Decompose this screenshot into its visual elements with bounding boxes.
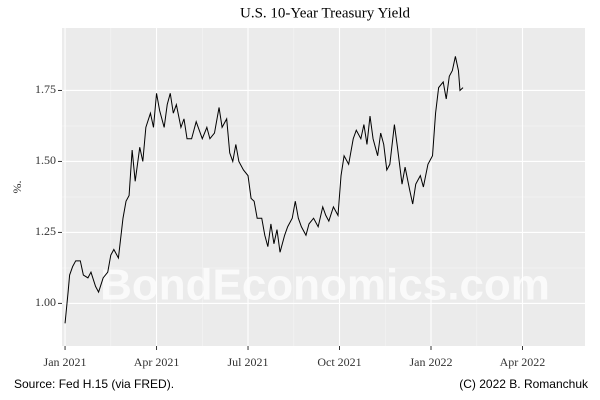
watermark: BondEconomics.com [100,261,550,310]
x-tick-label: Apr 2021 [134,355,180,369]
y-tick-label: 1.50 [35,153,56,167]
data-line [64,56,464,324]
y-tick-label: 1.00 [35,295,56,309]
y-tick-label: 1.25 [35,224,56,238]
source-note: Source: Fed H.15 (via FRED). [14,377,174,391]
plot-panel [62,28,585,346]
y-tick-label: 1.75 [35,82,56,96]
x-tick-label: Oct 2021 [317,355,361,369]
chart-title: U.S. 10-Year Treasury Yield [240,5,411,21]
y-axis-label: %. [10,181,24,194]
x-tick-label: Apr 2022 [500,355,546,369]
credit-note: (C) 2022 B. Romanchuk [459,377,589,391]
x-tick-label: Jan 2022 [409,355,452,369]
x-tick-label: Jan 2021 [44,355,87,369]
x-tick-label: Jul 2021 [228,355,269,369]
